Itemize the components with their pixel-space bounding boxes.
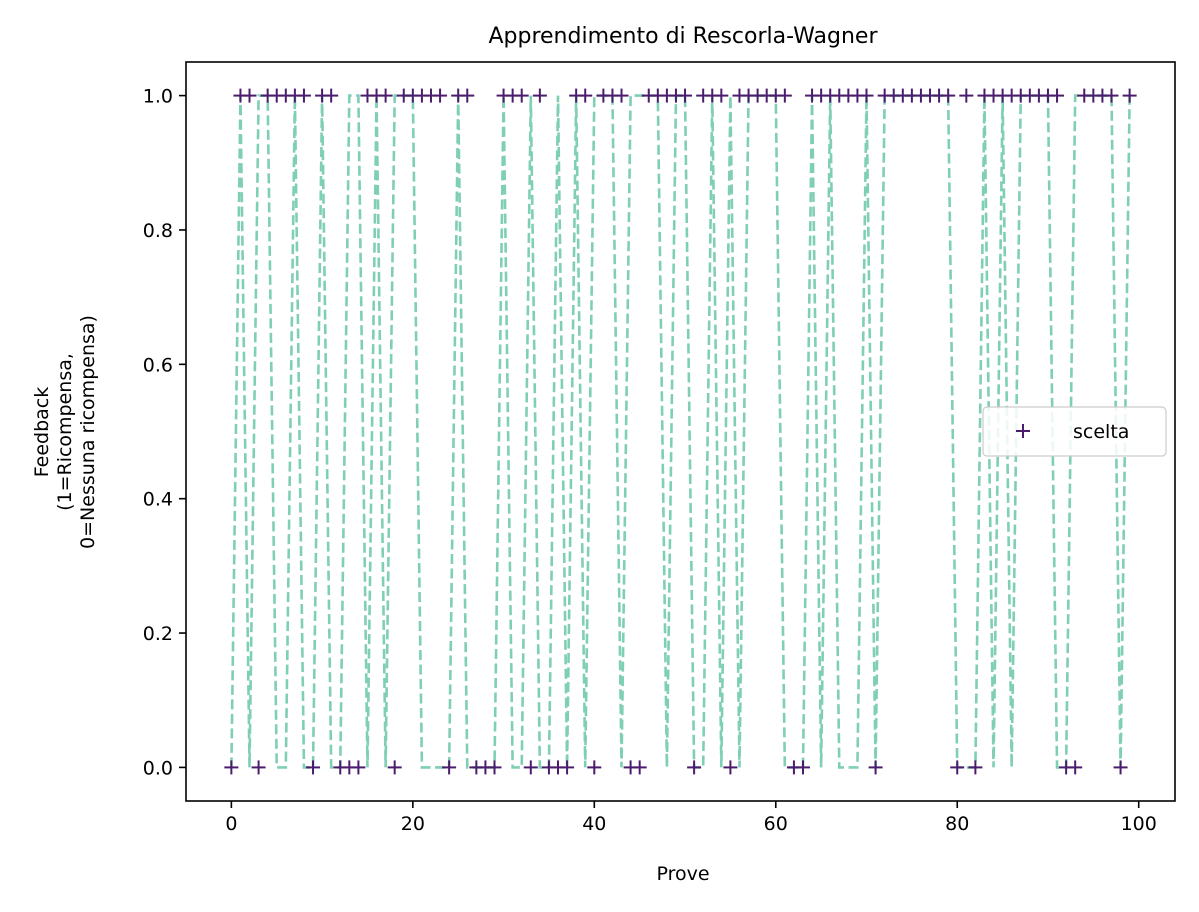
choice-point xyxy=(941,88,956,103)
y-axis-label: Feedback (1=Ricompensa, 0=Nessuna ricomp… xyxy=(31,315,99,549)
choice-point xyxy=(523,760,538,775)
choice-point xyxy=(1122,88,1137,103)
choice-point xyxy=(614,88,629,103)
choice-point xyxy=(242,88,257,103)
choice-point xyxy=(224,760,239,775)
choice-point xyxy=(487,760,502,775)
choice-point xyxy=(296,88,311,103)
choice-point xyxy=(587,760,602,775)
chart-title: Apprendimento di Rescorla-Wagner xyxy=(488,24,878,49)
y-tick-label: 0.8 xyxy=(143,220,173,242)
choice-point xyxy=(795,760,810,775)
choice-point xyxy=(324,88,339,103)
legend: scelta xyxy=(982,406,1167,457)
choice-point xyxy=(351,760,366,775)
x-tick-label: 100 xyxy=(1121,813,1157,835)
choice-point xyxy=(306,760,321,775)
x-axis: 0 20 40 60 80 100 xyxy=(225,801,1157,835)
y-tick-label: 0.2 xyxy=(143,623,173,645)
choice-point xyxy=(387,760,402,775)
choice-point xyxy=(687,760,702,775)
choice-point xyxy=(777,88,792,103)
legend-label-scelta: scelta xyxy=(1073,421,1129,443)
choice-point xyxy=(868,760,883,775)
choice-point xyxy=(678,88,693,103)
choice-point xyxy=(950,760,965,775)
choice-point xyxy=(460,88,475,103)
choice-point xyxy=(578,88,593,103)
x-tick-label: 40 xyxy=(582,813,606,835)
choice-point xyxy=(514,88,529,103)
y-axis: 0.0 0.2 0.4 0.6 0.8 1.0 xyxy=(143,86,186,779)
choice-point xyxy=(532,88,547,103)
choice-point xyxy=(1104,88,1119,103)
y-tick-label: 0.4 xyxy=(143,489,173,511)
choice-point xyxy=(714,88,729,103)
y-tick-label: 0.0 xyxy=(143,757,173,779)
y-tick-label: 1.0 xyxy=(143,86,173,108)
x-tick-label: 0 xyxy=(225,813,237,835)
choice-marker-layer xyxy=(224,88,1137,775)
y-axis-label-line-3: 0=Nessuna ricompensa) xyxy=(77,315,99,549)
x-axis-label: Prove xyxy=(656,863,709,885)
legend-marker-plus-icon xyxy=(1016,424,1030,438)
choice-point xyxy=(723,760,738,775)
choice-point xyxy=(1113,760,1128,775)
choice-point xyxy=(251,760,266,775)
y-tick-label: 0.6 xyxy=(143,354,173,376)
choice-point xyxy=(1068,760,1083,775)
choice-point xyxy=(1050,88,1065,103)
choice-point xyxy=(968,760,983,775)
x-tick-label: 80 xyxy=(945,813,969,835)
choice-point xyxy=(378,88,393,103)
y-axis-label-line-1: Feedback xyxy=(31,387,53,477)
choice-point xyxy=(959,88,974,103)
choice-point xyxy=(560,760,575,775)
plot-frame xyxy=(185,61,1176,802)
y-axis-label-line-2: (1=Ricompensa, xyxy=(54,353,76,511)
x-tick-label: 20 xyxy=(401,813,425,835)
choice-point xyxy=(442,760,457,775)
choice-point xyxy=(632,760,647,775)
choice-point xyxy=(433,88,448,103)
legend-box xyxy=(982,406,1167,457)
x-tick-label: 60 xyxy=(764,813,788,835)
choice-point xyxy=(859,88,874,103)
